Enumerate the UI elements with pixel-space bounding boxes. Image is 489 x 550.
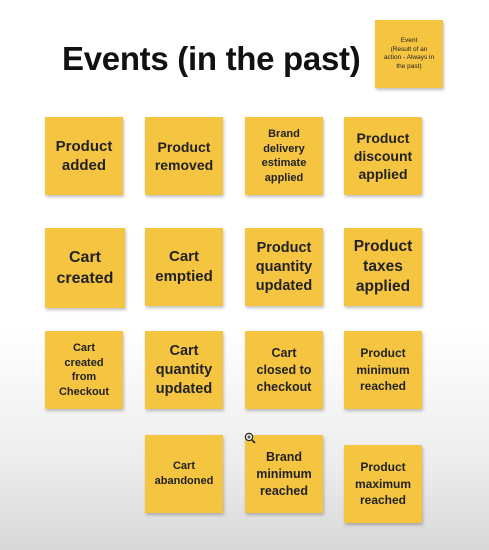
sticky-note-label: Cart quantity updated xyxy=(155,342,213,397)
zoom-cursor-icon xyxy=(244,432,256,444)
sticky-note-product-quantity-updated[interactable]: Product quantity updated xyxy=(245,228,323,306)
legend-sticky-note: Event (Result of an action - Always in t… xyxy=(375,20,443,88)
sticky-note-cart-emptied[interactable]: Cart emptied xyxy=(145,228,223,306)
sticky-note-label: Product removed xyxy=(154,139,214,173)
sticky-note-brand-delivery-estimate-applied[interactable]: Brand delivery estimate applied xyxy=(245,117,323,195)
sticky-note-cart-created[interactable]: Cart created xyxy=(45,228,125,308)
sticky-note-label: Cart created from Checkout xyxy=(58,342,110,398)
sticky-note-cart-abandoned[interactable]: Cart abandoned xyxy=(145,435,223,513)
sticky-note-label: Cart closed to checkout xyxy=(256,345,312,394)
sticky-note-product-added[interactable]: Product added xyxy=(45,117,123,195)
sticky-note-label: Product discount applied xyxy=(353,130,413,182)
sticky-note-label: Cart emptied xyxy=(155,248,213,285)
sticky-note-brand-minimum-reached[interactable]: Brand minimum reached xyxy=(245,435,323,513)
sticky-note-label: Brand delivery estimate applied xyxy=(261,128,307,184)
sticky-note-label: Product minimum reached xyxy=(356,346,410,394)
sticky-note-product-discount-applied[interactable]: Product discount applied xyxy=(344,117,422,195)
sticky-note-label: Product maximum reached xyxy=(354,460,412,508)
sticky-note-label: Product taxes applied xyxy=(353,238,413,295)
sticky-note-cart-created-from-checkout[interactable]: Cart created from Checkout xyxy=(45,331,123,409)
sticky-note-product-removed[interactable]: Product removed xyxy=(145,117,223,195)
legend-text: Event (Result of an action - Always in t… xyxy=(383,37,435,70)
sticky-note-label: Product added xyxy=(55,138,113,174)
sticky-note-label: Cart created xyxy=(56,249,114,287)
page-title: Events (in the past) xyxy=(62,40,361,77)
sticky-note-product-minimum-reached[interactable]: Product minimum reached xyxy=(344,331,422,409)
sticky-note-label: Cart abandoned xyxy=(154,460,214,487)
sticky-note-cart-quantity-updated[interactable]: Cart quantity updated xyxy=(145,331,223,409)
sticky-note-label: Brand minimum reached xyxy=(256,449,312,498)
sticky-note-cart-closed-to-checkout[interactable]: Cart closed to checkout xyxy=(245,331,323,409)
sticky-note-label: Product quantity updated xyxy=(255,239,313,294)
sticky-note-product-maximum-reached[interactable]: Product maximum reached xyxy=(344,445,422,523)
sticky-note-product-taxes-applied[interactable]: Product taxes applied xyxy=(344,228,422,306)
